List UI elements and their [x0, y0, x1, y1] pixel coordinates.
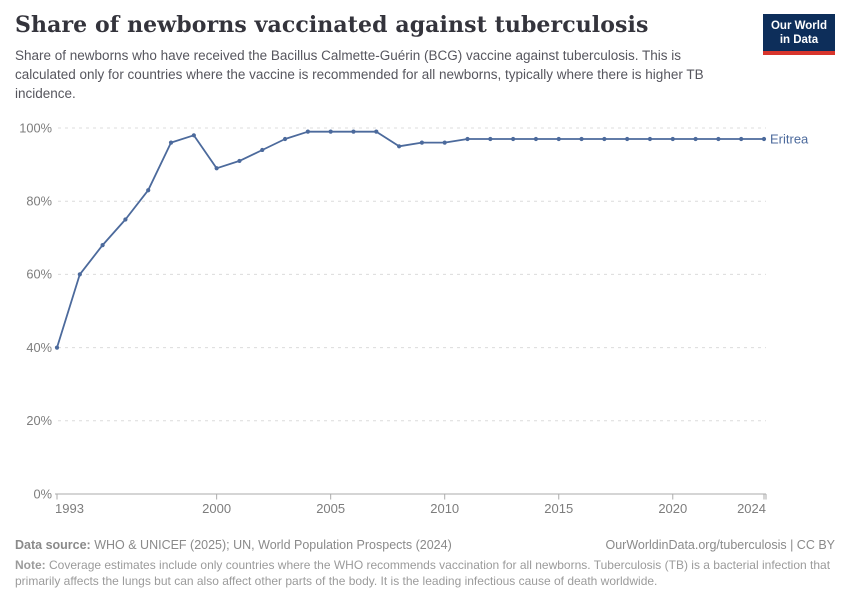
data-point-2002[interactable]: [260, 147, 265, 153]
chart-header: Share of newborns vaccinated against tub…: [15, 12, 835, 103]
data-point-2020[interactable]: [670, 136, 675, 142]
data-point-2024[interactable]: [761, 136, 767, 142]
data-point-2018[interactable]: [625, 136, 630, 142]
x-tick-label: 2020: [658, 501, 687, 516]
data-point-2008[interactable]: [396, 144, 402, 149]
data-point-2019[interactable]: [647, 136, 653, 142]
data-point-2023[interactable]: [739, 136, 744, 142]
data-source-text: WHO & UNICEF (2025); UN, World Populatio…: [90, 538, 452, 552]
y-tick-label: 80%: [26, 194, 52, 209]
data-source: Data source: WHO & UNICEF (2025); UN, Wo…: [15, 538, 452, 552]
data-point-2021[interactable]: [693, 136, 698, 142]
x-tick-label: 2010: [430, 501, 459, 516]
series-line[interactable]: [56, 130, 765, 349]
data-source-label: Data source:: [15, 538, 91, 552]
data-point-2005[interactable]: [328, 129, 333, 134]
x-tick-label: 2024: [737, 501, 766, 516]
data-point-2004[interactable]: [305, 129, 310, 134]
chart-footer: Data source: WHO & UNICEF (2025); UN, Wo…: [15, 538, 835, 589]
data-point-1998[interactable]: [168, 140, 174, 145]
x-tick-label: 2000: [202, 501, 231, 516]
logo-line2: in Data: [779, 33, 819, 46]
page-title: Share of newborns vaccinated against tub…: [15, 12, 649, 38]
owid-logo[interactable]: Our World in Data: [762, 14, 835, 55]
data-point-1995[interactable]: [100, 243, 105, 248]
data-point-1999[interactable]: [191, 133, 196, 138]
source-row: Data source: WHO & UNICEF (2025); UN, Wo…: [15, 538, 835, 552]
chart-subtitle: Share of newborns who have received the …: [15, 48, 704, 101]
note-text: Coverage estimates include only countrie…: [15, 558, 831, 588]
attribution-link[interactable]: OurWorldinData.org/tuberculosis | CC BY: [605, 538, 836, 552]
data-point-2012[interactable]: [488, 136, 493, 142]
data-point-1994[interactable]: [77, 272, 82, 277]
data-point-2006[interactable]: [351, 129, 356, 134]
data-point-2003[interactable]: [282, 136, 288, 142]
data-point-2022[interactable]: [716, 136, 721, 142]
logo-line1: Our World: [770, 20, 827, 32]
data-point-2014[interactable]: [533, 136, 539, 142]
data-point-2009[interactable]: [419, 140, 425, 145]
data-point-1993[interactable]: [54, 345, 60, 350]
data-point-2000[interactable]: [214, 166, 219, 171]
data-point-2007[interactable]: [374, 129, 379, 134]
x-tick-label: 1993: [55, 501, 84, 516]
data-point-2001[interactable]: [237, 158, 242, 164]
note-label: Note:: [15, 558, 46, 572]
data-point-2010[interactable]: [442, 140, 447, 145]
data-point-2013[interactable]: [511, 136, 516, 142]
y-tick-label: 40%: [26, 340, 52, 355]
y-tick-label: 20%: [26, 413, 52, 428]
x-tick-label: 2015: [544, 501, 573, 516]
data-point-1996[interactable]: [123, 217, 128, 222]
data-point-2017[interactable]: [602, 136, 607, 142]
y-tick-label: 100%: [19, 120, 52, 135]
data-point-2016[interactable]: [579, 136, 584, 142]
y-tick-label: 0%: [34, 486, 53, 501]
chart-note: Note: Coverage estimates include only co…: [15, 557, 835, 589]
data-point-1997[interactable]: [146, 188, 151, 193]
data-point-2015[interactable]: [556, 136, 561, 142]
y-tick-label: 60%: [26, 267, 52, 282]
data-point-2011[interactable]: [465, 136, 470, 142]
x-tick-label: 2005: [316, 501, 345, 516]
series-label[interactable]: Eritrea: [770, 131, 809, 146]
